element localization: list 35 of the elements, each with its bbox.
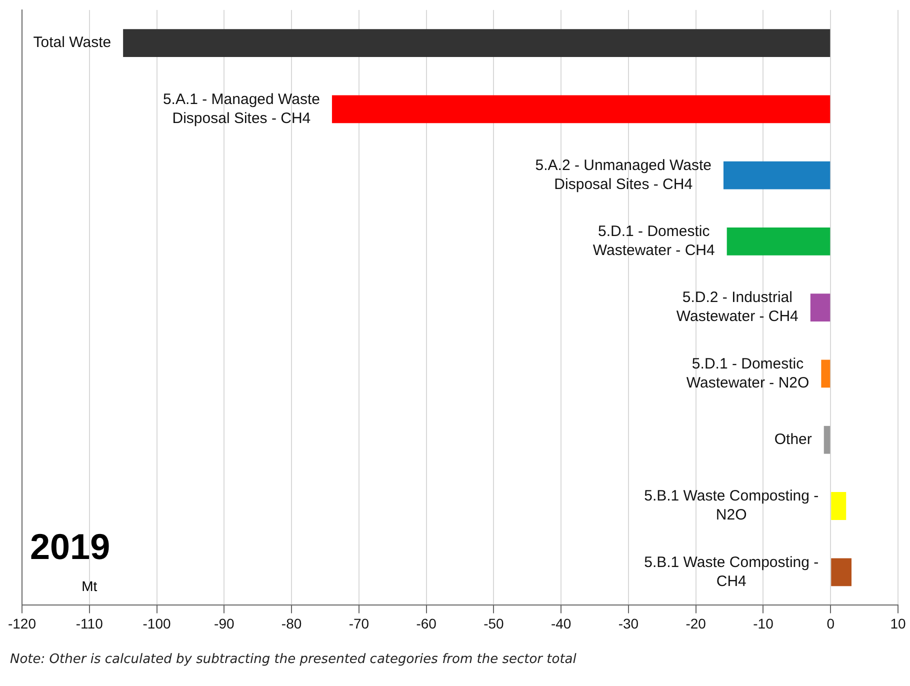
bar (821, 360, 830, 388)
y-tick-label: 5.A.2 - Unmanaged Waste Disposal Sites - CH4 (535, 156, 712, 193)
y-tick-label: 5.D.1 - Domestic Wastewater - N2O (686, 355, 810, 392)
y-tick-label: 5.B.1 Waste Composting - CH4 (644, 554, 819, 590)
x-tick-label: -50 (484, 615, 504, 632)
x-tick-label: -20 (686, 615, 706, 632)
x-tick-label: -30 (618, 615, 639, 632)
bar (726, 228, 830, 256)
text: Note: Other is calculated by subtracting the presented categories from the sector total (10, 652, 578, 667)
x-tick-label: -80 (281, 615, 302, 632)
x-tick-label: -10 (753, 615, 774, 632)
x-tick-label: -100 (142, 615, 171, 632)
bar (824, 426, 830, 454)
bar (831, 558, 852, 586)
y-tick-label: 5.A.1 - Managed Waste Disposal Sites - CH4 (162, 90, 320, 127)
y-tick-label: 5.D.2 - Industrial Wastewater - CH4 (676, 289, 798, 326)
annotation: 2019 (30, 526, 110, 568)
y-tick-label: 5.D.1 - Domestic Wastewater - CH4 (592, 223, 715, 260)
bar (810, 294, 830, 322)
bar (723, 161, 830, 190)
bar (332, 95, 830, 124)
x-tick-label: -120 (8, 615, 36, 632)
x-tick-label: -70 (348, 615, 370, 632)
bar (831, 492, 846, 520)
x-tick-label: 10 (890, 615, 906, 632)
x-tick-label: -110 (76, 615, 104, 632)
x-tick-label: 0 (826, 615, 835, 632)
y-tick-label: Total Waste (33, 34, 112, 52)
x-tick-label: -60 (416, 615, 437, 632)
x-tick-label: -40 (550, 615, 572, 632)
annotation: Mt (82, 578, 98, 594)
y-tick-label: 5.B.1 Waste Composting - N2O (644, 488, 819, 524)
bar (123, 29, 830, 58)
x-tick-label: -90 (214, 615, 234, 632)
y-tick-label: Other (774, 431, 812, 448)
